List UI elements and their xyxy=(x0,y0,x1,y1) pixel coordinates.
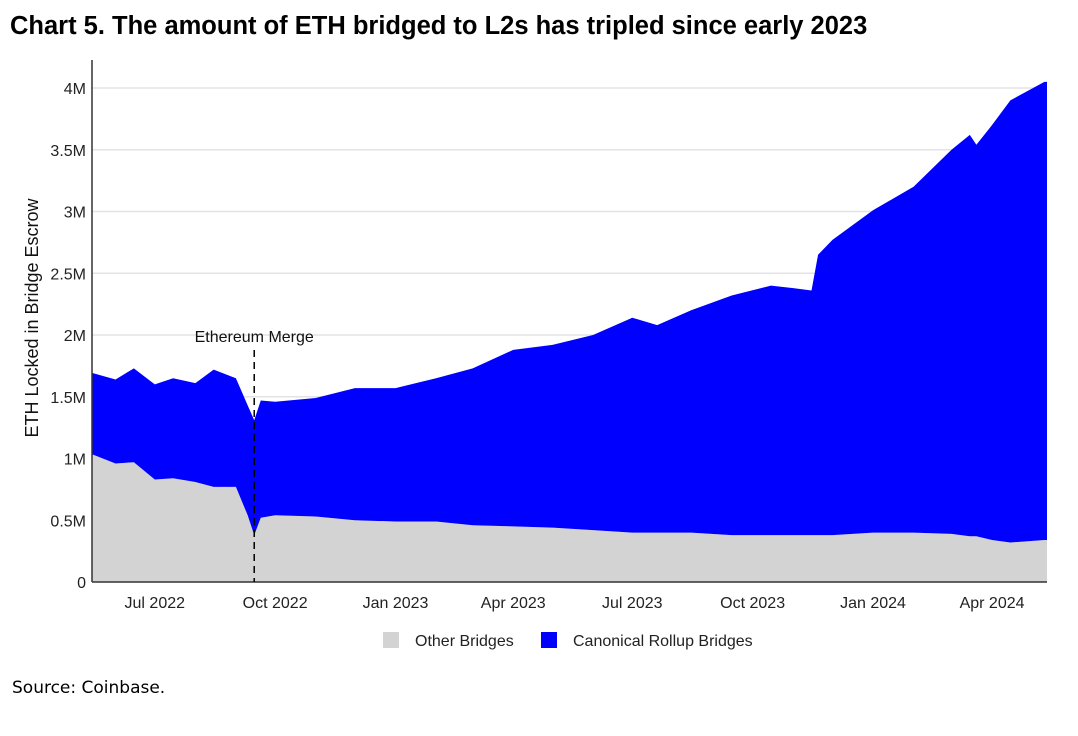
legend-label: Canonical Rollup Bridges xyxy=(573,633,753,650)
y-tick-label: 2.5M xyxy=(50,266,86,283)
chart-title: Chart 5. The amount of ETH bridged to L2… xyxy=(10,12,868,40)
x-tick-label: Jul 2023 xyxy=(602,595,663,612)
x-tick-label: Oct 2022 xyxy=(243,595,308,612)
merge-label: Ethereum Merge xyxy=(195,329,314,346)
x-tick-label: Apr 2023 xyxy=(481,595,546,612)
y-tick-label: 0.5M xyxy=(50,513,86,530)
y-tick-label: 0 xyxy=(77,575,86,592)
y-tick-label: 3M xyxy=(64,205,86,222)
merge-annotation: Ethereum Merge xyxy=(195,329,314,582)
axes: 0 0.5M 1M 1.5M 2M 2.5M 3M 3.5M 4M Jul 2022 Oct 202… xyxy=(50,60,1047,612)
y-tick-label: 2M xyxy=(64,328,86,345)
x-tick-label: Jan 2023 xyxy=(363,595,429,612)
legend-swatch xyxy=(383,632,399,648)
area-canonical-rollup-bridges xyxy=(92,81,1047,543)
y-tick-label: 4M xyxy=(64,81,86,98)
x-tick-label: Oct 2023 xyxy=(720,595,785,612)
x-tick-label: Jan 2024 xyxy=(840,595,906,612)
y-axis-label: ETH Locked in Bridge Escrow xyxy=(22,197,42,437)
x-tick-label: Apr 2024 xyxy=(960,595,1025,612)
legend-swatch xyxy=(541,632,557,648)
areas xyxy=(92,81,1047,582)
legend: Other Bridges Canonical Rollup Bridges xyxy=(383,632,753,650)
x-tick-label: Jul 2022 xyxy=(125,595,186,612)
source-note: Source: Coinbase. xyxy=(12,678,166,698)
legend-label: Other Bridges xyxy=(415,633,514,650)
area-other-bridges xyxy=(92,454,1047,582)
y-tick-label: 3.5M xyxy=(50,143,86,160)
y-tick-label: 1M xyxy=(64,452,86,469)
y-tick-label: 1.5M xyxy=(50,390,86,407)
